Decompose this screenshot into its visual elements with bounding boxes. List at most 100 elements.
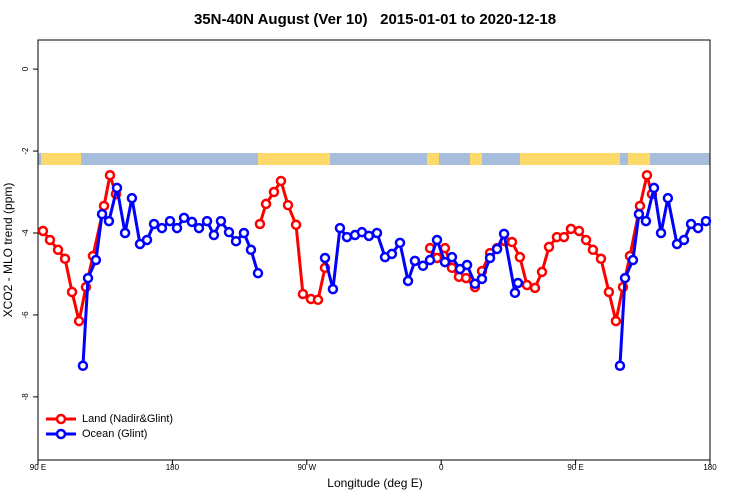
series-line <box>81 187 707 366</box>
data-point <box>334 222 346 234</box>
data-point <box>469 278 481 290</box>
data-point <box>96 208 108 220</box>
data-point <box>59 253 71 265</box>
data-point <box>536 266 548 278</box>
data-point <box>603 286 615 298</box>
data-point <box>238 227 250 239</box>
data-point <box>558 231 570 243</box>
data-point <box>394 237 406 249</box>
y-axis-label: XCO2 - MLO trend (ppm) <box>1 183 15 318</box>
legend-label: Land (Nadir&Glint) <box>82 413 173 425</box>
x-tick-label: 0 <box>439 463 444 472</box>
data-point <box>141 234 153 246</box>
data-point <box>587 244 599 256</box>
data-point <box>692 222 704 234</box>
data-point <box>439 256 451 268</box>
data-point <box>98 200 110 212</box>
data-point <box>640 215 652 227</box>
data-point <box>506 236 518 248</box>
x-tick-label: 90 W <box>297 463 316 472</box>
data-point <box>82 272 94 284</box>
data-point <box>119 227 131 239</box>
data-point <box>627 254 639 266</box>
land-mask-strip <box>38 153 710 165</box>
data-point <box>290 219 302 231</box>
data-point <box>341 231 353 243</box>
data-point <box>104 169 116 181</box>
data-point <box>446 251 458 263</box>
data-point <box>648 182 660 194</box>
data-point <box>424 254 436 266</box>
data-point <box>319 252 331 264</box>
data-point <box>208 229 220 241</box>
data-point <box>363 230 375 242</box>
data-point <box>254 218 266 230</box>
data-point <box>77 360 89 372</box>
data-point <box>484 252 496 264</box>
data-point <box>282 199 294 211</box>
data-point <box>178 212 190 224</box>
data-point <box>37 225 49 237</box>
data-point <box>297 288 309 300</box>
y-tick-label: -6 <box>21 311 30 319</box>
data-point <box>565 223 577 235</box>
plot-frame <box>37 39 711 461</box>
data-point <box>678 234 690 246</box>
data-point <box>193 222 205 234</box>
data-point <box>633 208 645 220</box>
data-point <box>201 215 213 227</box>
data-point <box>662 192 674 204</box>
data-point <box>252 267 264 279</box>
data-point <box>103 215 115 227</box>
data-point <box>327 283 339 295</box>
data-point <box>512 277 524 289</box>
data-point <box>409 255 421 267</box>
data-point <box>509 287 521 299</box>
legend-marker <box>55 428 67 440</box>
data-point <box>223 226 235 238</box>
legend-marker <box>55 413 67 425</box>
data-point <box>614 360 626 372</box>
x-tick-label: 180 <box>703 463 717 472</box>
x-tick-label: 180 <box>166 463 180 472</box>
data-point <box>641 169 653 181</box>
data-point <box>521 279 533 291</box>
data-point <box>215 215 227 227</box>
data-point <box>573 225 585 237</box>
data-point <box>164 215 176 227</box>
chart-title: 35N-40N August (Ver 10) 2015-01-01 to 20… <box>194 11 556 28</box>
data-point <box>126 192 138 204</box>
y-tick-label: 0 <box>21 66 30 71</box>
data-point <box>634 200 646 212</box>
y-tick-label: -4 <box>21 229 30 237</box>
data-point <box>275 175 287 187</box>
data-point <box>148 218 160 230</box>
data-point <box>461 259 473 271</box>
data-point <box>402 275 414 287</box>
data-point <box>514 251 526 263</box>
data-point <box>460 272 472 284</box>
data-point <box>66 286 78 298</box>
data-point <box>268 186 280 198</box>
data-point <box>595 253 607 265</box>
y-tick-label: -8 <box>21 393 30 401</box>
data-point <box>619 272 631 284</box>
data-point <box>655 227 667 239</box>
y-tick-label: -2 <box>21 147 30 155</box>
data-point <box>90 254 102 266</box>
data-point <box>156 222 168 234</box>
data-point <box>186 216 198 228</box>
data-point <box>260 198 272 210</box>
data-point <box>417 260 429 272</box>
data-point <box>386 248 398 260</box>
data-point <box>431 234 443 246</box>
data-point <box>543 241 555 253</box>
data-point <box>498 228 510 240</box>
data-point <box>312 294 324 306</box>
data-point <box>73 315 85 327</box>
data-point <box>491 243 503 255</box>
legend-label: Ocean (Glint) <box>82 428 147 440</box>
x-tick-label: 90 E <box>567 463 583 472</box>
data-point <box>529 282 541 294</box>
data-point <box>52 244 64 256</box>
